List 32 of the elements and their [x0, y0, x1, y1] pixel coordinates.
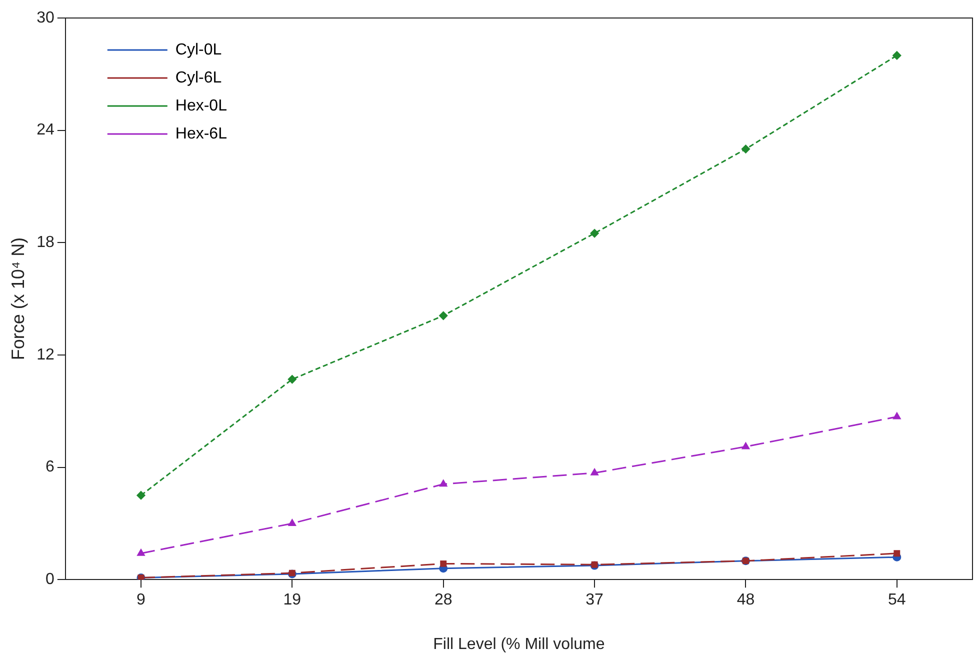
x-tick-label: 28 — [434, 592, 452, 609]
point — [741, 144, 750, 154]
legend-label: Hex-6L — [175, 125, 228, 142]
y-tick-label: 18 — [36, 234, 54, 252]
legend-label: Hex-0L — [175, 97, 228, 114]
y-tick-label: 0 — [45, 571, 54, 588]
legend-label: Cyl-6L — [175, 69, 222, 86]
x-tick-label: 37 — [586, 592, 604, 609]
point — [893, 412, 901, 420]
point — [742, 442, 750, 450]
y-axis-title: Force (x 10⁴ N) — [8, 237, 28, 360]
y-tick-label: 12 — [36, 346, 54, 364]
x-tick-label: 48 — [736, 592, 755, 609]
y-tick-label: 30 — [36, 9, 54, 26]
x-axis-title: Fill Level (% Mill volume — [433, 636, 605, 653]
point — [440, 480, 448, 487]
point — [136, 491, 146, 500]
point — [288, 375, 296, 384]
y-tick-label: 6 — [45, 458, 54, 476]
point — [894, 550, 900, 557]
x-tick-label: 54 — [888, 592, 906, 609]
point — [440, 560, 447, 567]
point — [590, 468, 598, 476]
x-tick-label: 9 — [136, 592, 146, 609]
y-tick-label: 24 — [36, 122, 54, 139]
x-tick-label: 19 — [283, 592, 302, 609]
point — [439, 311, 448, 320]
point — [892, 51, 902, 60]
point — [137, 549, 145, 556]
point — [590, 229, 599, 238]
legend-label: Cyl-0L — [175, 41, 222, 58]
point — [288, 519, 296, 526]
